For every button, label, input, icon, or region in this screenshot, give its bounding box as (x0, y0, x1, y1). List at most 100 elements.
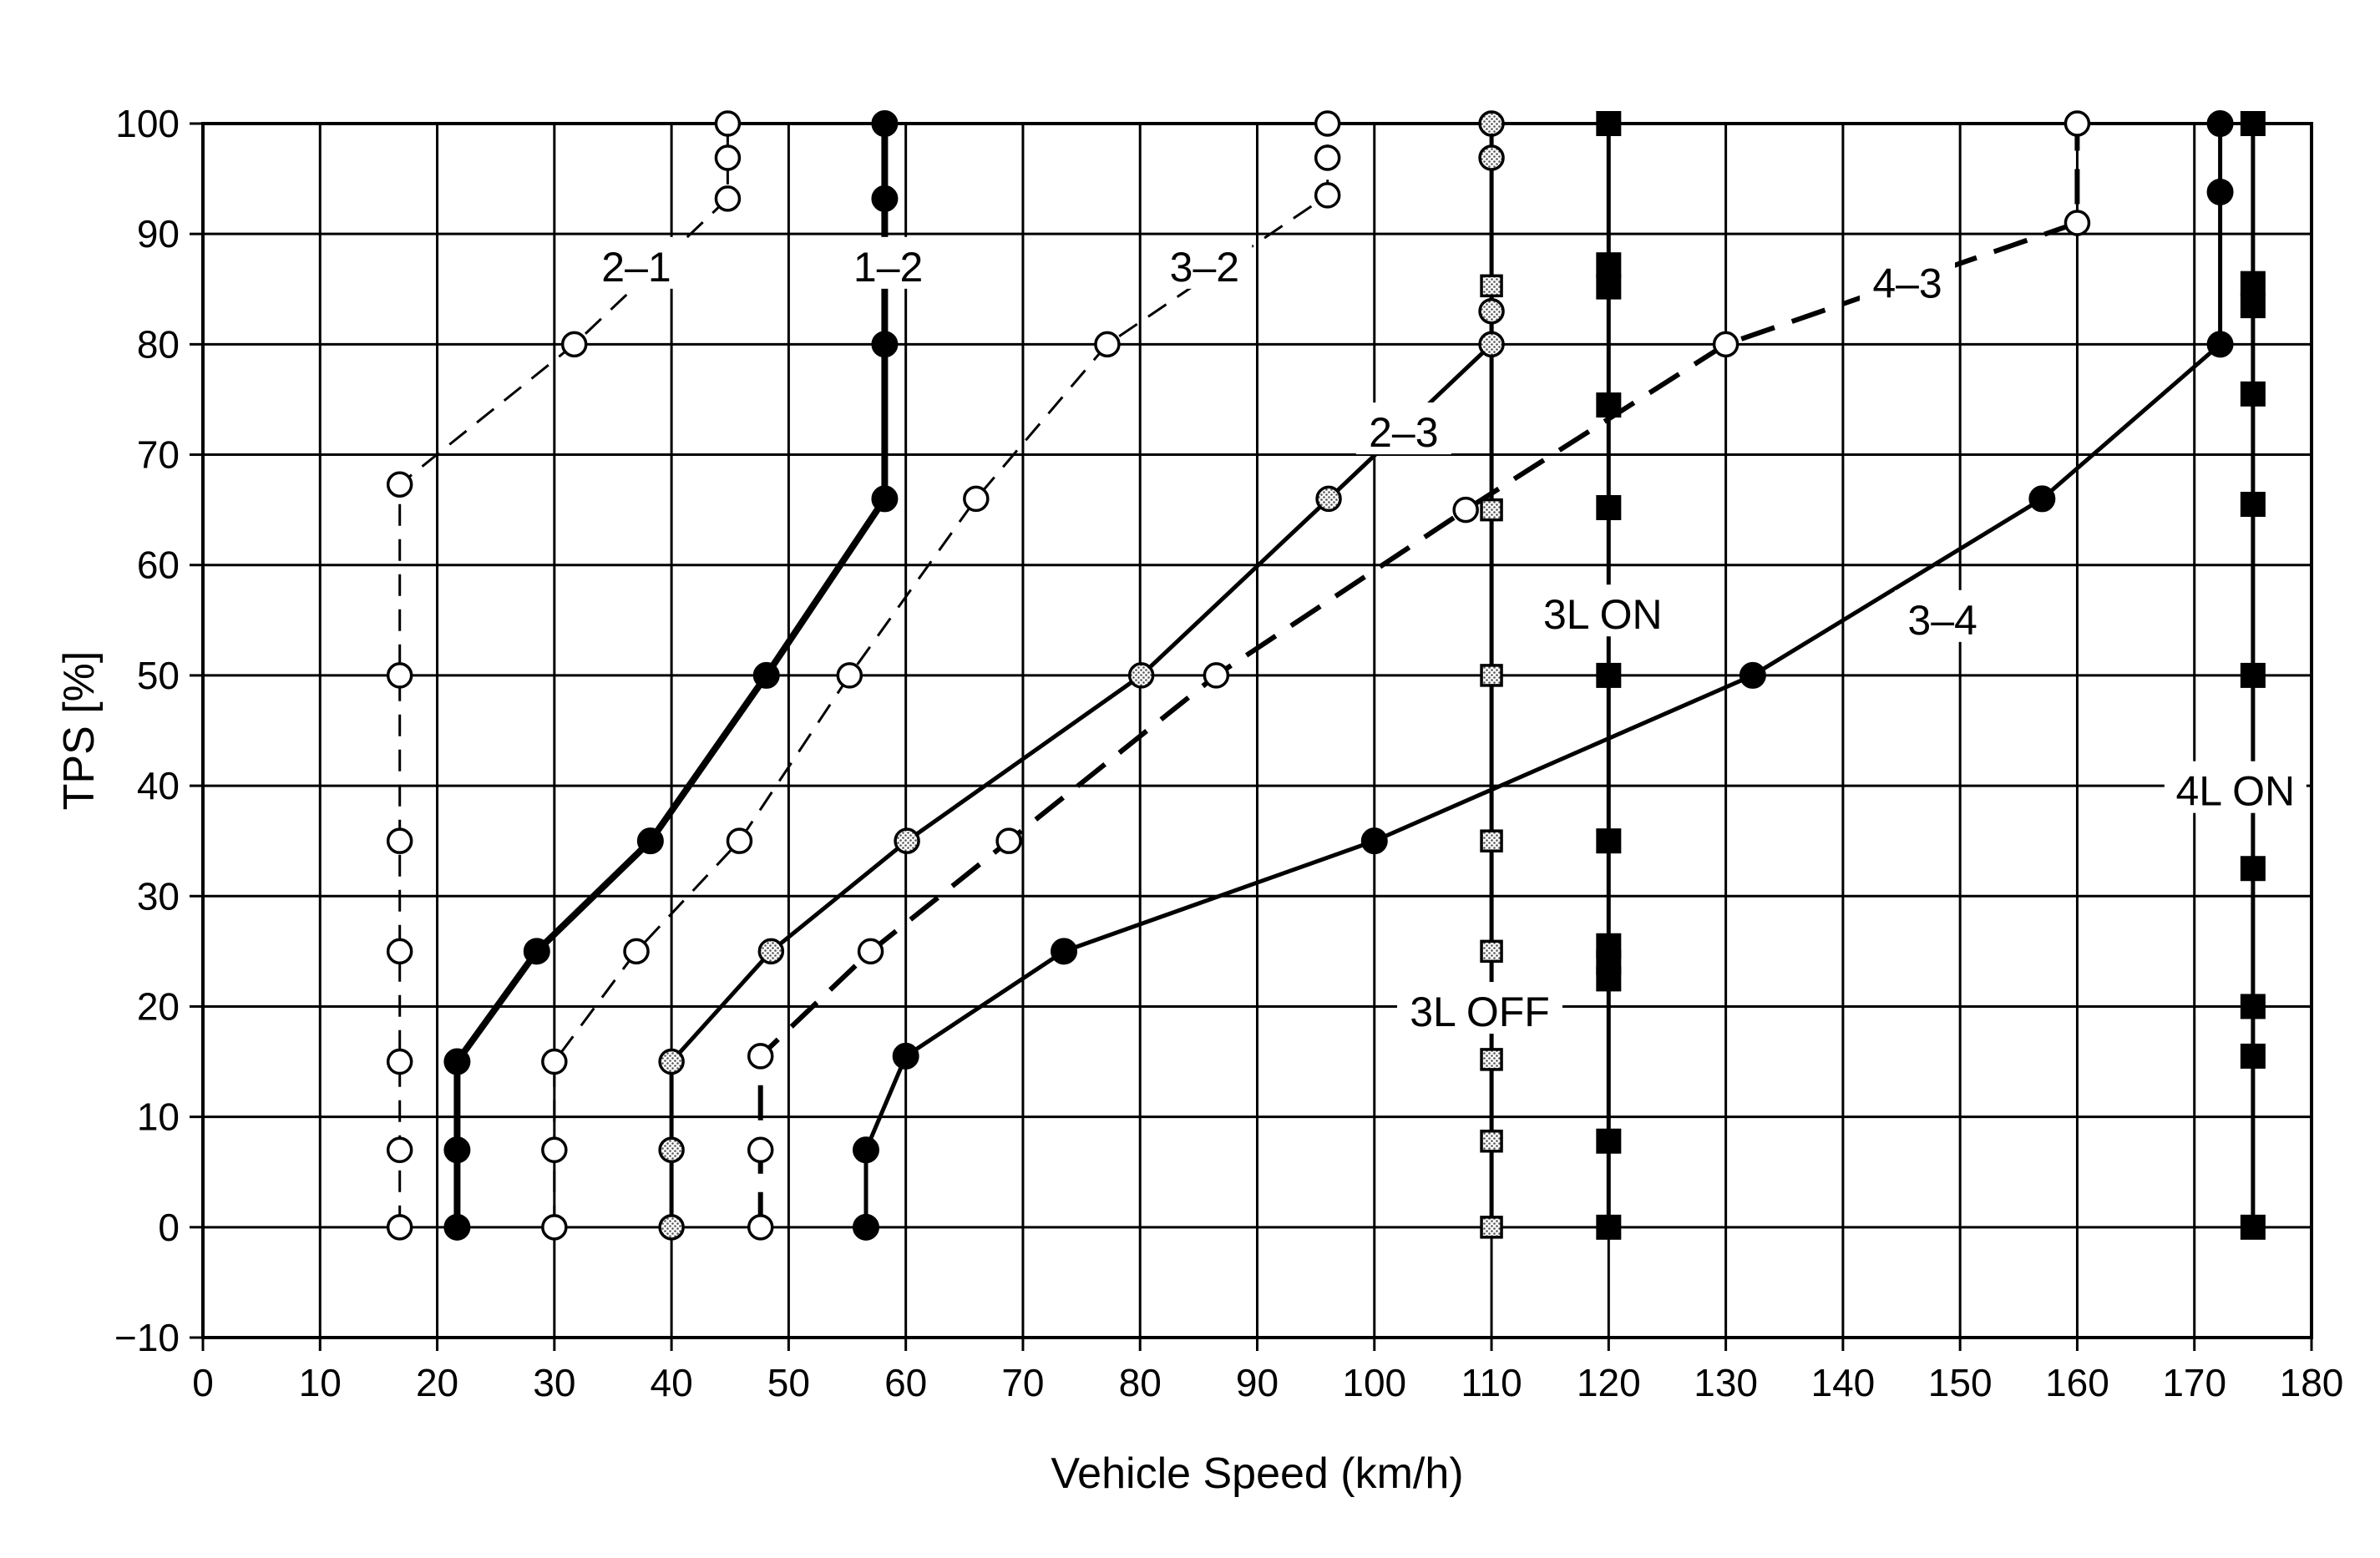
y-tick-label-100: 100 (115, 102, 180, 145)
x-tick-label-150: 150 (1928, 1361, 1993, 1404)
point-3-2-2 (541, 1048, 568, 1075)
series-label-bg-4l-on (2164, 761, 2307, 813)
x-tick-label-70: 70 (1001, 1361, 1044, 1404)
point-3l-on-1 (1596, 1128, 1622, 1154)
series-line-3-4 (863, 124, 2223, 1227)
series-label-bg-3-4 (1895, 589, 1991, 642)
y-tick-label-70: 70 (137, 433, 180, 477)
point-2-1-2 (386, 1048, 413, 1075)
point-4-3-3 (857, 938, 884, 965)
point-1-2-8 (871, 185, 899, 212)
point-3-4-0 (852, 1213, 879, 1241)
point-1-2-3 (523, 938, 550, 965)
y-tick-label-60: 60 (137, 544, 180, 587)
point-3l-off-3 (1480, 939, 1503, 964)
point-3-4-1 (852, 1136, 879, 1164)
point-1-2-4 (636, 827, 664, 855)
point-2-1-6 (386, 471, 413, 498)
x-tick-label-130: 130 (1694, 1361, 1758, 1404)
point-1-2-9 (871, 110, 899, 137)
point-3-2-5 (836, 662, 863, 689)
point-3-2-1 (541, 1136, 568, 1164)
point-2-1-3 (386, 938, 413, 965)
point-3l-on-0 (1596, 1214, 1622, 1240)
point-3-4-2 (892, 1042, 919, 1070)
point-4l-on-1 (2240, 1043, 2266, 1069)
y-tick-label-0: 0 (158, 1206, 180, 1249)
point-3-2-10 (1314, 110, 1341, 137)
x-tick-label-10: 10 (299, 1361, 342, 1404)
point-1-2-6 (871, 485, 899, 513)
series-label-1-2: 1–2 (840, 236, 936, 291)
point-3l-on-5 (1596, 828, 1622, 854)
point-2-3-5 (1127, 662, 1155, 689)
y-tick-label-10: 10 (137, 1095, 180, 1139)
point-4l-on-3 (2240, 856, 2266, 882)
series-label-3l-off: 3L OFF (1397, 982, 1563, 1035)
series-label-4l-on: 4L ON (2164, 761, 2307, 815)
point-1-2-0 (443, 1213, 471, 1241)
point-4-3-7 (1712, 331, 1739, 358)
series-label-3-2: 3–2 (1157, 236, 1253, 291)
point-4l-on-6 (2240, 381, 2266, 407)
point-1-2-1 (443, 1136, 471, 1164)
point-3l-on-8 (1596, 392, 1622, 418)
point-3-4-7 (2206, 331, 2234, 358)
y-axis-label: TPS [%] (55, 651, 104, 811)
point-2-1-10 (714, 110, 742, 137)
point-3l-off-0 (1480, 1216, 1503, 1239)
point-1-2-7 (871, 331, 899, 358)
x-tick-label-50: 50 (767, 1361, 810, 1404)
point-2-1-7 (560, 331, 588, 358)
x-tick-label-120: 120 (1577, 1361, 1641, 1404)
point-3-2-4 (726, 827, 753, 854)
point-4-3-8 (2064, 210, 2091, 236)
y-tick-label--10: −10 (114, 1316, 180, 1359)
series-label-text-4l-on: 4L ON (2175, 768, 2295, 815)
x-tick-label-100: 100 (1342, 1361, 1406, 1404)
y-tick-label-80: 80 (137, 322, 180, 366)
series-label-text-2-3: 2–3 (1369, 409, 1438, 456)
data-markers (386, 110, 2266, 1241)
series-label-text-3l-on: 3L ON (1543, 591, 1663, 638)
point-3-4-3 (1051, 938, 1078, 965)
series-label-text-3-4: 3–4 (1907, 597, 1977, 644)
y-tick-label-30: 30 (137, 874, 180, 918)
x-tick-label-80: 80 (1119, 1361, 1162, 1404)
series-labels: 2–1 1–2 3–2 4–3 2–3 3L ON 3–4 4L ON 3L OFF (589, 236, 2307, 1035)
point-3l-on-6 (1596, 662, 1622, 688)
x-tick-label-180: 180 (2280, 1361, 2344, 1404)
point-3-4-8 (2206, 178, 2234, 205)
point-2-3-7 (1478, 331, 1505, 358)
x-tick-label-60: 60 (884, 1361, 927, 1404)
point-2-3-1 (658, 1136, 685, 1164)
x-tick-label-170: 170 (2162, 1361, 2226, 1404)
x-tick-label-20: 20 (416, 1361, 458, 1404)
series-label-text-3-2: 3–2 (1170, 244, 1239, 291)
point-3-4-4 (1360, 827, 1388, 855)
point-4l-on-5 (2240, 492, 2266, 518)
point-2-3-4 (894, 827, 920, 854)
point-3-4-5 (1739, 661, 1766, 689)
point-1-2-2 (443, 1048, 471, 1075)
point-2-1-9 (714, 144, 742, 171)
point-4-3-6 (1452, 496, 1479, 524)
point-2-3-3 (757, 938, 785, 965)
point-2-3-8 (1478, 297, 1505, 325)
series-label-bg-3-2 (1157, 236, 1253, 289)
point-3-2-7 (1094, 331, 1121, 358)
y-tick-label-40: 40 (137, 764, 180, 807)
point-3-2-9 (1314, 144, 1341, 171)
series-label-bg-2-1 (589, 236, 685, 289)
point-3-2-0 (541, 1214, 568, 1241)
point-3l-off-5 (1480, 664, 1503, 687)
point-4l-on-9 (2240, 111, 2266, 136)
point-2-3-9 (1478, 144, 1505, 171)
point-4-3-1 (747, 1136, 774, 1164)
point-3-4-9 (2206, 110, 2234, 137)
point-3l-on-10 (1596, 252, 1622, 278)
x-tick-label-140: 140 (1811, 1361, 1876, 1404)
x-tick-label-90: 90 (1236, 1361, 1279, 1404)
point-2-3-0 (658, 1214, 685, 1241)
